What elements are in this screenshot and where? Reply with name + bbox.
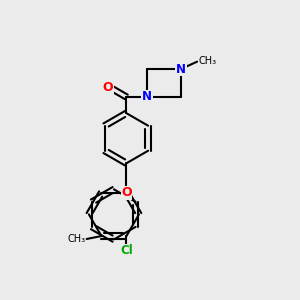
Text: O: O <box>103 81 113 94</box>
Text: CH₃: CH₃ <box>199 56 217 66</box>
Text: N: N <box>176 62 186 76</box>
Text: N: N <box>142 91 152 103</box>
Text: CH₃: CH₃ <box>67 234 85 244</box>
Text: Cl: Cl <box>120 244 133 257</box>
Text: O: O <box>121 186 132 199</box>
